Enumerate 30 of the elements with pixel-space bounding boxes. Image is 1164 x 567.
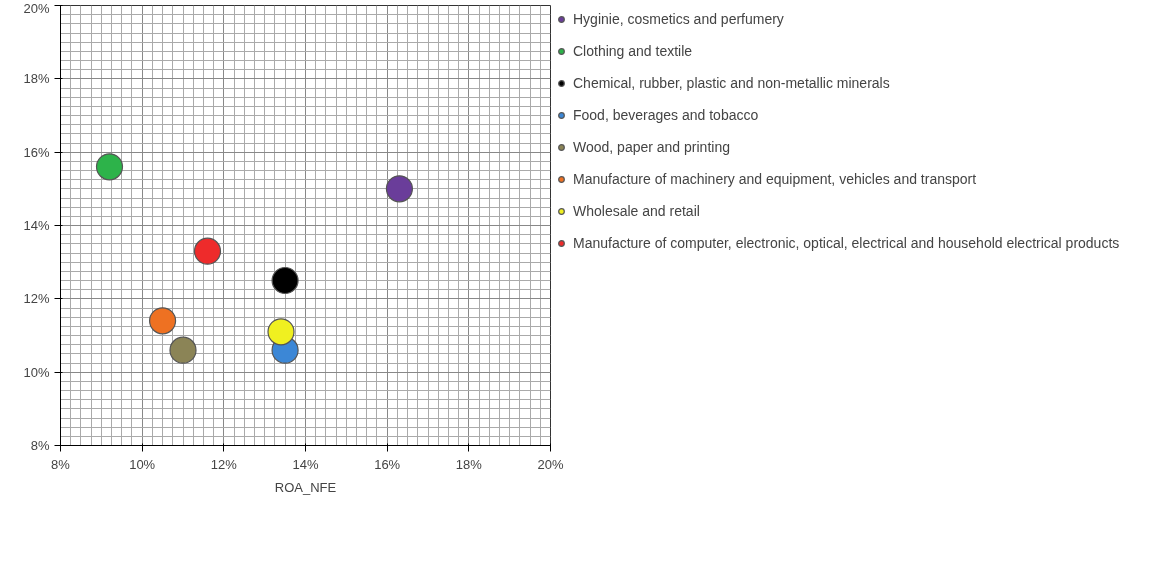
point	[193, 237, 222, 265]
point	[267, 318, 295, 346]
point	[271, 266, 299, 295]
legend-label: Wholesale and retail	[573, 203, 700, 219]
point	[148, 307, 177, 335]
x-tick-label: 8%	[51, 456, 71, 472]
y-tick-label: 16%	[23, 144, 50, 160]
x-tick-label: 12%	[210, 456, 238, 472]
x-tick-label: 10%	[129, 456, 156, 472]
x-axis-title: ROA_NFE	[274, 479, 337, 495]
point	[95, 153, 124, 181]
point	[385, 175, 414, 203]
y-tick-label: 12%	[23, 291, 50, 307]
y-tick-label: 14%	[23, 218, 50, 233]
legend-label: Chemical, rubber, plastic and non-metallic minerals	[573, 75, 890, 91]
y-tick-label: 8%	[30, 438, 50, 453]
x-tick-label: 16%	[374, 456, 401, 472]
legend-label: Food, beverages and tobacco	[573, 107, 759, 123]
y-tick-label: 18%	[23, 71, 50, 87]
legend-label: Hyginie, cosmetics and perfumery	[573, 11, 784, 27]
point	[169, 336, 197, 364]
x-tick-label: 20%	[537, 456, 564, 472]
y-tick-label: 20%	[23, 0, 50, 16]
y-tick-label: 10%	[23, 364, 50, 380]
legend-label: Wood, paper and printing	[573, 139, 730, 155]
legend-label: Clothing and textile	[573, 43, 693, 59]
legend-label: Manufacture of machinery and equipment, vehicles and transport	[573, 171, 977, 187]
x-tick-label: 18%	[455, 456, 483, 472]
legend-label: Manufacture of computer, electronic, optical, electrical and household electrical products	[573, 235, 1120, 251]
x-tick-label: 14%	[292, 456, 319, 472]
